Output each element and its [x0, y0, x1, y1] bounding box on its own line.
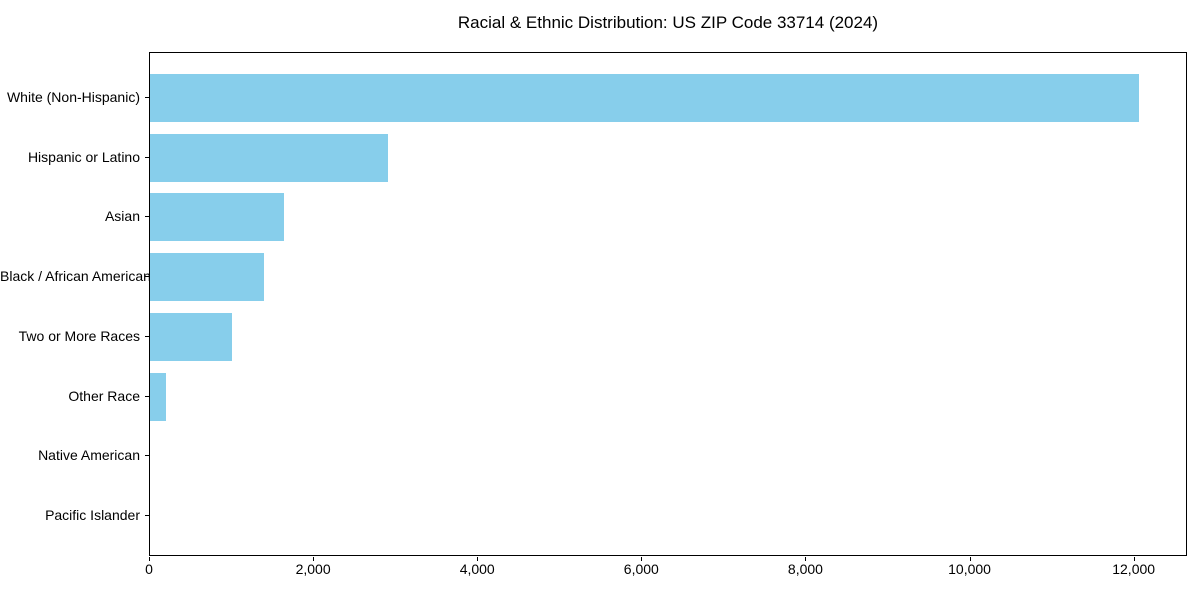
x-tick-label: 10,000 [948, 561, 991, 577]
y-tick-mark [145, 216, 149, 218]
x-tick-mark [805, 557, 807, 561]
chart-bar [150, 312, 233, 361]
y-tick-label: White (Non-Hispanic) [6, 89, 140, 105]
y-tick-mark [145, 97, 149, 98]
chart-bar [150, 193, 284, 242]
x-tick-mark [641, 557, 643, 561]
y-tick-mark [145, 395, 149, 397]
x-tick-mark [477, 557, 479, 561]
x-tick-mark [313, 557, 315, 561]
x-tick-label: 2,000 [295, 561, 331, 577]
chart-bar [150, 372, 167, 421]
plot-area [149, 52, 1187, 556]
y-tick-label: Native American [38, 447, 140, 464]
y-tick-mark [145, 156, 149, 158]
x-tick-label: 4,000 [459, 561, 495, 577]
y-tick-label: Two or More Races [18, 327, 140, 344]
y-tick-mark [145, 455, 149, 457]
y-tick-label: Asian [104, 208, 140, 225]
chart-bar [150, 133, 388, 182]
x-tick-mark [969, 557, 971, 561]
x-tick-label: 0 [145, 561, 153, 577]
y-tick-mark [145, 514, 149, 516]
y-tick-label: Other Race [68, 387, 140, 404]
chart-title: Racial & Ethnic Distribution: US ZIP Cod… [457, 13, 879, 32]
y-tick-label: Pacific Islander [45, 506, 140, 523]
x-tick-mark [1133, 557, 1135, 561]
y-tick-label: Hispanic or Latino [27, 148, 140, 165]
y-tick-mark [145, 276, 149, 278]
x-tick-label: 8,000 [787, 561, 823, 577]
y-tick-label: Black / African American [0, 268, 151, 285]
chart-bar [150, 253, 265, 302]
chart-bar [150, 74, 1139, 122]
x-tick-label: 12,000 [1112, 561, 1156, 577]
x-tick-label: 6,000 [623, 561, 659, 577]
x-tick-mark [149, 557, 150, 561]
y-tick-mark [145, 335, 149, 337]
